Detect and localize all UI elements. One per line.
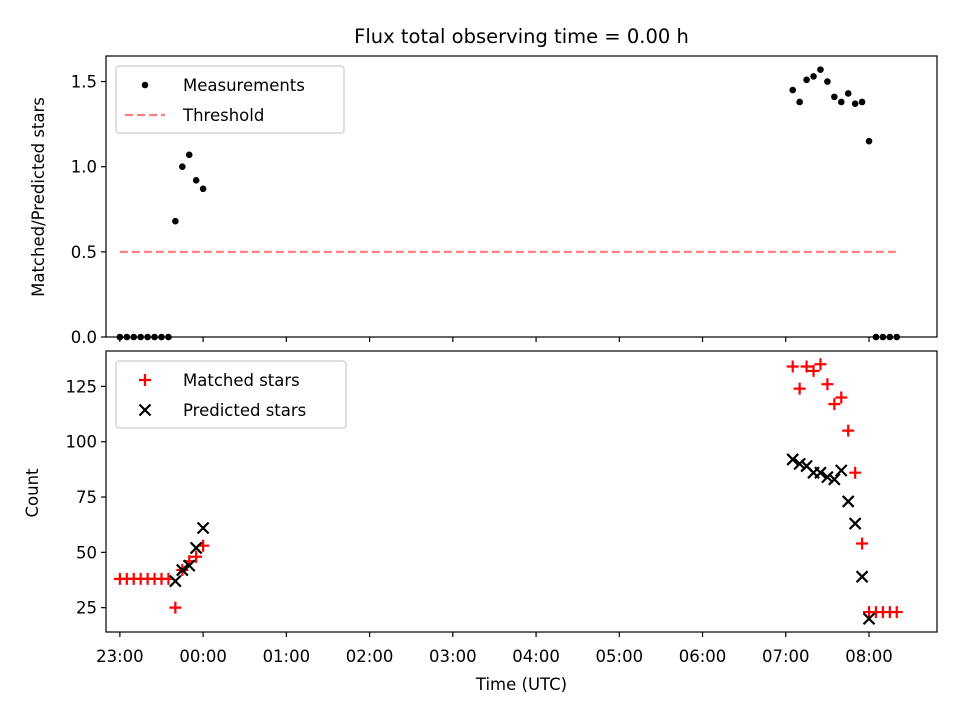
legend: Matched stars Predicted stars: [115, 360, 347, 429]
series-predicted-stars: [169, 453, 876, 626]
data-point: [856, 537, 869, 550]
y-tick-label: 25: [76, 599, 97, 618]
data-point: [176, 563, 189, 577]
y-tick-label: 100: [66, 433, 98, 452]
x-tick-label: 01:00: [263, 647, 311, 666]
legend-marker: [138, 403, 152, 417]
data-point: [841, 495, 855, 508]
data-point: [835, 391, 848, 404]
legend-marker: [139, 374, 151, 386]
data-point: [172, 217, 179, 225]
data-point: [169, 601, 182, 614]
data-point: [814, 466, 827, 479]
data-point: [824, 78, 831, 85]
data-point: [821, 470, 834, 484]
data-point: [842, 424, 855, 437]
data-point: [196, 521, 210, 535]
data-point: [814, 358, 827, 371]
legend-box: [115, 360, 347, 429]
data-point: [786, 360, 799, 373]
data-point: [803, 76, 810, 84]
top-y-axis-label: Matched/Predicted stars: [29, 97, 48, 297]
x-tick-label: 23:00: [96, 647, 144, 666]
data-point: [851, 100, 859, 107]
data-point: [837, 98, 845, 106]
data-point: [831, 93, 838, 101]
data-point: [848, 517, 862, 530]
legend-label: Threshold: [182, 106, 264, 125]
data-point: [849, 466, 862, 479]
y-tick-label: 125: [66, 377, 98, 396]
data-point: [182, 559, 196, 572]
chart-title: Flux total observing time = 0.00 h: [354, 25, 689, 48]
data-point: [800, 360, 813, 373]
data-point: [890, 606, 903, 619]
legend: Measurements Threshold: [115, 65, 345, 134]
x-tick-label: 08:00: [845, 647, 893, 666]
data-point: [179, 163, 186, 170]
legend-label: Matched stars: [183, 371, 300, 390]
data-point: [796, 98, 803, 106]
data-point: [185, 151, 193, 159]
data-point: [817, 66, 824, 73]
axes-frame: [105, 350, 938, 633]
data-point: [834, 464, 848, 477]
data-point: [169, 574, 182, 588]
bottom-panel: 25 50 75 100 125 23:00 00:00 01:00 02:00 03:00 04:…: [66, 350, 938, 666]
y-tick-label: 0.5: [71, 243, 97, 262]
x-tick-label: 02:00: [346, 647, 394, 666]
legend-marker: [141, 81, 149, 89]
top-panel: 0.0 0.5 1.0 1.5 Measurements Threshold: [71, 55, 938, 347]
data-point: [192, 177, 200, 184]
legend-label: Predicted stars: [183, 401, 306, 420]
x-tick-label: 05:00: [596, 647, 644, 666]
x-tick-label: 06:00: [679, 647, 727, 666]
y-tick-label: 1.0: [71, 158, 97, 177]
y-tick-label: 50: [76, 543, 97, 562]
data-point: [865, 137, 873, 145]
x-tick-label: 00:00: [179, 647, 227, 666]
data-point: [189, 541, 203, 555]
x-tick-label: 07:00: [762, 647, 810, 666]
data-point: [199, 185, 207, 193]
data-point: [190, 550, 203, 563]
data-point: [828, 473, 841, 486]
data-point: [786, 453, 799, 466]
y-tick-label: 75: [76, 488, 97, 507]
data-point: [789, 86, 797, 94]
y-tick-label: 0.0: [71, 328, 97, 347]
data-point: [862, 612, 876, 626]
x-tick-label: 04:00: [512, 647, 560, 666]
data-point: [810, 73, 817, 80]
data-point: [828, 398, 841, 411]
data-point: [858, 98, 866, 106]
x-axis-label: Time (UTC): [475, 675, 567, 694]
y-tick-label: 1.5: [71, 73, 97, 92]
axes-frame: [105, 55, 938, 338]
legend-label: Measurements: [183, 76, 305, 95]
data-point: [855, 570, 869, 583]
data-point: [821, 378, 834, 391]
bottom-y-axis-label: Count: [23, 468, 42, 518]
data-point: [844, 90, 852, 97]
x-tick-label: 03:00: [429, 647, 477, 666]
data-point: [793, 382, 806, 395]
series-matched-stars: [113, 358, 903, 619]
legend-box: [115, 65, 345, 134]
data-point: [793, 457, 806, 471]
data-point: [807, 364, 820, 377]
